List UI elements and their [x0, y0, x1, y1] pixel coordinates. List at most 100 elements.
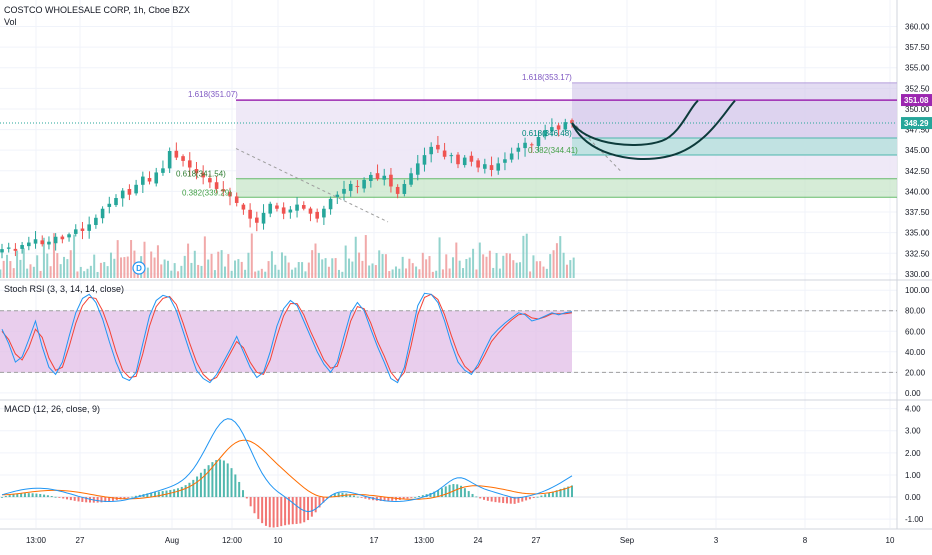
macd-histogram-bar [551, 491, 554, 498]
volume-bar [394, 266, 397, 278]
macd-histogram-bar [456, 484, 459, 498]
candle-body [167, 151, 172, 169]
price-tick-label: 360.00 [905, 22, 930, 31]
volume-bar [505, 253, 508, 278]
level-badge-label: 351.08 [904, 96, 929, 105]
macd-histogram-bar [559, 488, 562, 498]
macd-histogram-bar [39, 494, 42, 498]
volume-bar [324, 258, 327, 278]
candle-body [228, 192, 232, 197]
macd-histogram-bar [322, 497, 325, 503]
macd-histogram-bar [253, 497, 256, 514]
macd-histogram-bar [391, 497, 394, 501]
price-tick-label: 352.50 [905, 84, 930, 93]
trend-line-dashed [235, 148, 389, 223]
candle-body [489, 165, 494, 170]
price-tick-label: 347.50 [905, 126, 930, 135]
price-tick-label: 340.00 [905, 187, 930, 196]
candle-body [87, 224, 91, 231]
candle-body [328, 198, 333, 210]
macd-histogram-bar [364, 497, 367, 499]
volume-bar [79, 266, 82, 278]
volume-bar [458, 260, 461, 278]
volume-bar [146, 267, 149, 278]
macd-histogram-bar [230, 468, 233, 498]
time-tick-label: 27 [76, 536, 85, 545]
volume-bar [428, 256, 431, 278]
stoch-d-line [1, 293, 573, 382]
volume-bar [270, 251, 273, 278]
candle-body [120, 190, 125, 199]
candle-body [436, 144, 440, 150]
volume-bar [217, 251, 220, 278]
candle-body [342, 188, 346, 194]
candle-body [409, 173, 413, 185]
macd-tick-label: 1.00 [905, 471, 921, 480]
candle-body [556, 125, 561, 130]
volume-bar [301, 262, 304, 278]
event-marker-circle [132, 261, 146, 275]
volume-bar [2, 260, 5, 278]
volume-bar [405, 268, 408, 278]
macd-histogram-bar [471, 493, 474, 498]
macd-histogram-bar [261, 497, 264, 524]
stoch-rsi-legend[interactable]: Stoch RSI (3, 3, 14, 14, close) [4, 284, 125, 294]
macd-histogram-bar [548, 492, 551, 498]
candle-body [187, 160, 192, 168]
volume-bar [116, 240, 119, 278]
macd-histogram-bar [249, 497, 252, 507]
macd-histogram-bar [108, 497, 111, 502]
volume-bar [327, 266, 330, 278]
macd-histogram-bar [85, 497, 88, 503]
volume-legend[interactable]: Vol [4, 17, 17, 27]
candle-body [181, 156, 185, 161]
volume-bar [562, 252, 565, 278]
volume-bar [435, 270, 438, 278]
volume-bar [555, 243, 558, 278]
volume-bar [230, 270, 233, 278]
volume-bar [113, 258, 116, 278]
time-tick-label: 13:00 [26, 536, 47, 545]
volume-bar [223, 266, 226, 278]
volume-bar [337, 269, 340, 278]
candle-body [40, 240, 45, 245]
volume-bar [207, 259, 210, 278]
macd-histogram-bar [27, 493, 30, 498]
macd-histogram-bar [287, 497, 290, 525]
candle-body [429, 146, 433, 155]
macd-histogram-bar [467, 491, 470, 498]
macd-legend[interactable]: MACD (12, 26, close, 9) [4, 404, 101, 414]
volume-bar [425, 259, 428, 278]
volume-bar [475, 269, 478, 278]
volume-bar [56, 253, 59, 278]
volume-bar [73, 234, 76, 278]
candle-body [147, 177, 152, 182]
volume-bar [93, 254, 96, 278]
stoch-tick-label: 100.00 [905, 286, 930, 295]
candle-body [469, 155, 474, 162]
volume-bar [106, 266, 109, 278]
candle-body [47, 241, 51, 245]
volume-bar [250, 233, 253, 278]
volume-bar [515, 262, 518, 278]
volume-bar [374, 265, 377, 278]
candle-body [221, 189, 226, 192]
volume-bar [83, 271, 86, 278]
volume-bar [361, 260, 364, 278]
macd-histogram-bar [154, 492, 157, 498]
volume-bar [445, 254, 448, 278]
macd-histogram-bar [203, 468, 206, 498]
candle-body [67, 234, 71, 238]
candle-body [27, 242, 31, 247]
fib2-label-0618: 0.618(346.48) [522, 129, 572, 138]
volume-bar [478, 242, 481, 278]
macd-histogram-bar [567, 486, 570, 498]
candle-body [456, 154, 460, 165]
macd-histogram-bar [318, 497, 321, 508]
candle-body [6, 247, 11, 249]
symbol-title[interactable]: COSTCO WHOLESALE CORP, 1h, Cboe BZX [4, 5, 190, 15]
volume-bar [177, 271, 180, 278]
macd-histogram-bar [284, 497, 287, 526]
